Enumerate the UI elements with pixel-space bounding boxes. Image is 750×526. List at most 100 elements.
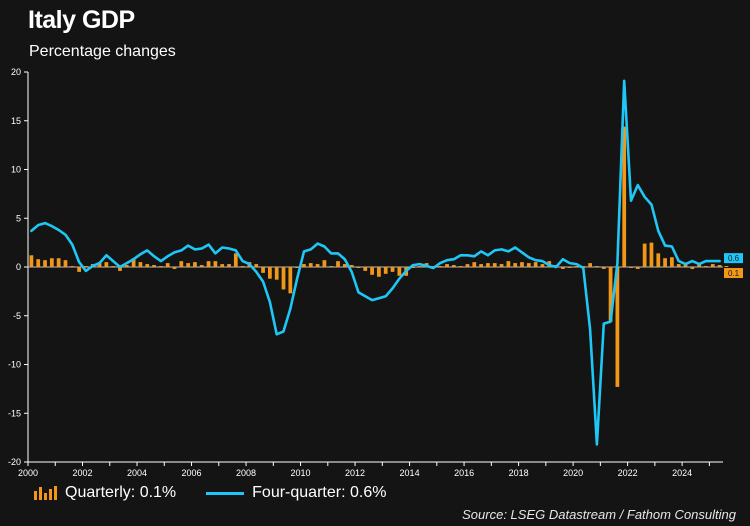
quarterly-bar: [63, 260, 68, 267]
quarterly-bar: [710, 264, 715, 267]
four-quarter-legend-label: Four-quarter: 0.6%: [252, 484, 387, 501]
quarterly-bar: [479, 264, 483, 267]
quarterly-bar: [445, 264, 449, 267]
quarterly-bar: [377, 267, 381, 277]
quarterly-bar: [533, 262, 538, 267]
quarterly-bar: [152, 265, 156, 267]
quarterly-bar: [417, 266, 422, 267]
quarterly-bar: [43, 260, 47, 267]
quarterly-bar: [595, 266, 599, 267]
y-tick-label: -5: [13, 311, 21, 321]
quarterly-bar: [49, 258, 54, 267]
quarterly-bar: [213, 261, 218, 267]
y-tick-label: 20: [11, 67, 21, 77]
y-tick-label: -10: [8, 360, 21, 370]
y-tick-label: 15: [11, 116, 21, 126]
x-tick-label: 2014: [400, 468, 420, 478]
quarterly-bar: [540, 264, 545, 267]
quarterly-bar: [465, 264, 470, 267]
quarterly-bar: [172, 267, 177, 269]
x-tick-label: 2010: [291, 468, 311, 478]
four-quarter-line: [30, 79, 721, 446]
quarterly-bar: [526, 263, 531, 267]
quarterly-bar: [363, 267, 368, 271]
quarterly-bar: [383, 267, 388, 274]
quarterly-bar: [77, 267, 81, 272]
quarterly-bar: [118, 267, 122, 271]
quarterly-bar: [486, 263, 490, 267]
quarterly-bar: [622, 126, 627, 267]
quarterly-bar: [97, 263, 102, 267]
x-tick-label: 2016: [454, 468, 474, 478]
quarterly-bar: [411, 267, 415, 268]
quarterly-bar: [145, 264, 150, 267]
quarterly-bar: [499, 264, 504, 267]
quarterly-bar: [697, 264, 702, 267]
chart-legend: Quarterly: 0.1% Four-quarter: 0.6%: [34, 484, 386, 502]
quarterly-bar: [472, 262, 477, 267]
quarterly-bar: [588, 263, 593, 267]
quarterly-bar: [356, 267, 361, 268]
quarterly-bar: [336, 261, 340, 267]
quarterly-bar: [281, 267, 286, 290]
quarterly-bar: [288, 267, 293, 294]
x-tick-label: 2000: [18, 468, 38, 478]
y-tick-label: -20: [8, 457, 21, 467]
quarterly-bar: [451, 265, 456, 267]
x-tick-label: 2012: [345, 468, 365, 478]
quarterly-bar: [84, 266, 88, 267]
chart-subtitle: Percentage changes: [29, 43, 176, 60]
quarterly-bar: [704, 266, 708, 267]
quarterly-bar: [240, 266, 245, 267]
x-tick-label: 2024: [672, 468, 692, 478]
quarterly-bar: [342, 264, 347, 267]
quarterly-bar: [111, 266, 116, 267]
quarterly-bar: [206, 261, 211, 267]
y-tick-label: 0: [16, 262, 21, 272]
x-tick-label: 2020: [563, 468, 583, 478]
quarterly-bar: [601, 267, 606, 269]
quarterly-bar: [349, 265, 354, 267]
y-tick-label: 5: [16, 213, 21, 223]
quarterly-end-tag: [724, 268, 743, 279]
quarterly-bar: [567, 267, 572, 268]
quarterly-bar: [574, 266, 579, 267]
x-tick-label: 2004: [127, 468, 147, 478]
quarterly-bar: [329, 266, 334, 267]
quarterly-bar: [199, 265, 204, 267]
four-quarter-end-label: 0.6: [728, 254, 740, 263]
quarterly-bar: [520, 262, 524, 267]
quarterly-legend-swatch: [34, 486, 57, 500]
x-tick-label: 2002: [72, 468, 92, 478]
quarterly-bar: [268, 267, 272, 279]
quarterly-bar: [561, 267, 565, 269]
quarterly-bar: [322, 260, 327, 267]
quarterly-bar: [179, 261, 184, 267]
chart-title: Italy GDP: [28, 6, 135, 34]
four-quarter-end-tag: [724, 253, 743, 264]
y-tick-label: 10: [11, 165, 21, 175]
quarterly-bar: [261, 267, 265, 273]
quarterly-bar: [670, 257, 674, 267]
quarterly-bar: [492, 263, 497, 267]
quarterly-bar: [649, 242, 654, 267]
quarterly-bar: [220, 264, 225, 267]
quarterly-bar: [104, 262, 109, 267]
quarterly-bar: [158, 266, 163, 267]
four-quarter-legend-swatch: [206, 491, 245, 495]
quarterly-bar: [629, 267, 633, 268]
quarterly-bar: [635, 267, 640, 269]
quarterly-bar: [295, 267, 300, 268]
quarterly-bar: [458, 266, 463, 267]
quarterly-bar: [513, 263, 518, 267]
quarterly-bar: [724, 266, 729, 267]
quarterly-bar: [233, 253, 238, 267]
quarterly-bar: [397, 267, 402, 276]
quarterly-bar: [315, 264, 320, 267]
quarterly-bar: [227, 264, 231, 267]
quarterly-bar: [370, 267, 374, 275]
quarterly-bar: [390, 267, 395, 272]
quarterly-bar: [717, 265, 722, 267]
y-tick-label: -15: [8, 408, 21, 418]
